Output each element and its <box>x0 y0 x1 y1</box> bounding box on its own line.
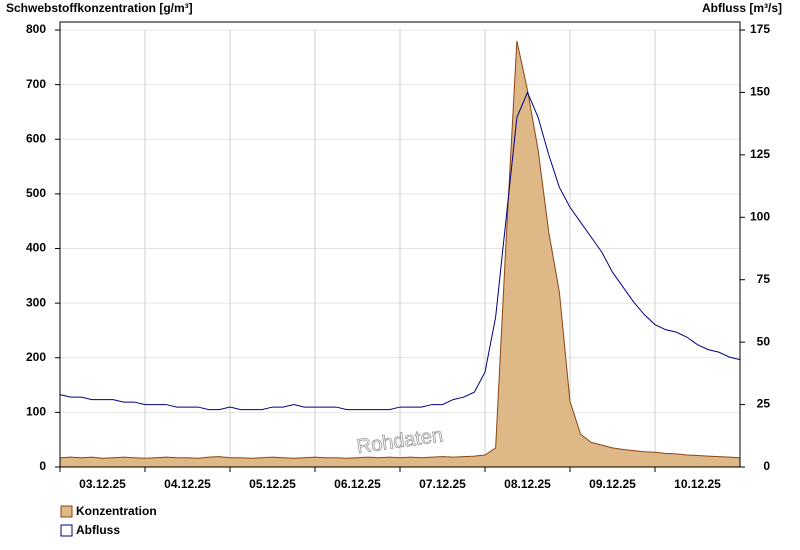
legend-swatch <box>60 505 73 518</box>
x-tick-label: 06.12.25 <box>334 477 381 491</box>
y2-tick-label: 0 <box>763 459 770 473</box>
legend-label: Konzentration <box>76 504 157 518</box>
y2-axis-label: Abfluss [m³/s] <box>702 1 782 15</box>
y-tick-label: 0 <box>39 459 46 473</box>
x-tick-label: 04.12.25 <box>164 477 211 491</box>
x-tick-label: 10.12.25 <box>674 477 721 491</box>
y-tick-label: 100 <box>26 405 46 419</box>
y2-tick-label: 25 <box>757 397 771 411</box>
y2-tick-label: 100 <box>750 209 770 223</box>
legend-swatch <box>60 524 73 537</box>
y-axis-label: Schwebstoffkonzentration [g/m³] <box>6 1 193 15</box>
y2-tick-label: 50 <box>757 334 771 348</box>
legend-label: Abfluss <box>76 523 120 537</box>
y-tick-label: 300 <box>26 295 46 309</box>
y2-tick-label: 175 <box>750 22 770 36</box>
y-tick-label: 600 <box>26 131 46 145</box>
x-tick-label: 07.12.25 <box>419 477 466 491</box>
y-tick-label: 700 <box>26 77 46 91</box>
x-tick-label: 09.12.25 <box>589 477 636 491</box>
y-tick-label: 400 <box>26 241 46 255</box>
line <box>59 91 741 411</box>
y-tick-label: 500 <box>26 186 46 200</box>
y2-tick-label: 125 <box>750 147 770 161</box>
x-tick-label: 05.12.25 <box>249 477 296 491</box>
y2-tick-label: 75 <box>757 272 771 286</box>
area <box>59 40 741 468</box>
y-tick-label: 800 <box>26 22 46 36</box>
y-tick-label: 200 <box>26 350 46 364</box>
plot-border <box>59 21 741 468</box>
y2-tick-label: 150 <box>750 85 770 99</box>
x-tick-label: 03.12.25 <box>79 477 126 491</box>
x-tick-label: 08.12.25 <box>504 477 551 491</box>
